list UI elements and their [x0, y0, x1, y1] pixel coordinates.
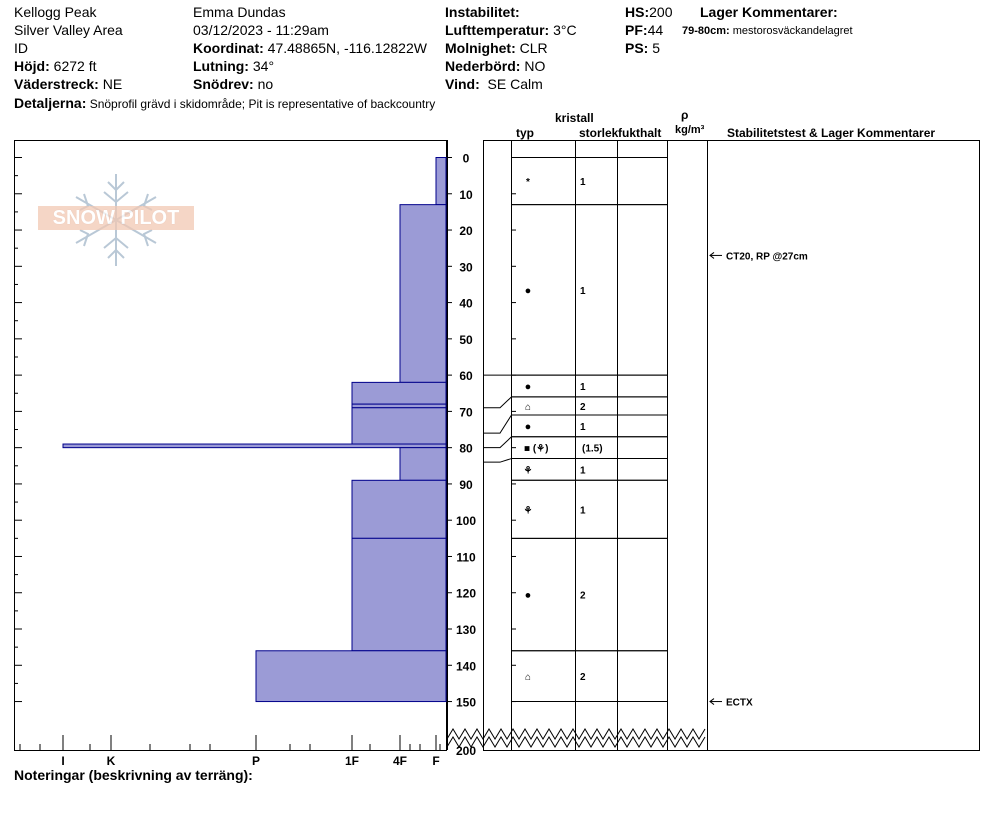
- hardness-label-K: K: [107, 754, 116, 768]
- depth-label-130: 130: [456, 623, 476, 637]
- crystal-size-9: 2: [580, 672, 586, 683]
- crystal-type-faceted: ⌂: [525, 402, 531, 413]
- datetime: 03/12/2023 - 11:29am: [193, 22, 329, 38]
- crystal-type-rounded: ●: [525, 381, 532, 393]
- observer: Emma Dundas: [193, 4, 286, 20]
- air-temperature: Lufttemperatur: 3°C: [445, 22, 577, 38]
- hardness-bar-0: [435, 157, 447, 206]
- depth-label-150: 150: [456, 696, 476, 710]
- layer-comments-label: Lager Kommentarer:: [700, 4, 838, 20]
- hardness-bar-3: [351, 403, 447, 409]
- crystal-size-8: 2: [580, 591, 586, 602]
- sky: Molnighet: CLR: [445, 40, 548, 56]
- crystal-size-5: (1.5): [582, 444, 603, 455]
- pf: PF:44: [625, 22, 664, 38]
- area: Silver Valley Area: [14, 22, 123, 38]
- crystal-size-0: 1: [580, 177, 586, 188]
- crystal-type-melt-form: ■ (⚘): [524, 444, 548, 455]
- aspect: Väderstreck: NE: [14, 76, 123, 92]
- layer-connector-2: [483, 414, 512, 434]
- crystal-type-surface-hoar: ⚘: [524, 465, 533, 476]
- hardness-label-P: P: [252, 754, 260, 768]
- depth-label-120: 120: [456, 587, 476, 601]
- ps: PS: 5: [625, 40, 661, 56]
- depth-label-50: 50: [459, 333, 473, 347]
- crystal-size-4: 1: [580, 422, 586, 433]
- axis-break-0: [446, 728, 706, 740]
- layer-table-frame: [483, 140, 980, 751]
- stability-test-1: ECTX: [726, 698, 753, 709]
- slope: Lutning: 34°: [193, 58, 275, 74]
- depth-label-70: 70: [459, 405, 473, 419]
- column-density-unit: kg/m³: [675, 124, 705, 136]
- crystal-size-2: 1: [580, 382, 586, 393]
- depth-label-140: 140: [456, 659, 476, 673]
- layer-comment: 79-80cm: mestorosväckandelagret: [682, 25, 853, 37]
- depth-label-10: 10: [459, 188, 473, 202]
- column-size: storlek: [579, 126, 619, 140]
- stability-test-0: CT20, RP @27cm: [726, 251, 808, 262]
- axis-break-1: [446, 736, 706, 748]
- crystal-type-surface-hoar: ⚘: [524, 505, 533, 516]
- crystal-type-new-snow: *: [526, 177, 530, 188]
- precipitation: Nederbörd: NO: [445, 58, 546, 74]
- depth-label-40: 40: [459, 297, 473, 311]
- column-crystal: kristall: [555, 111, 594, 125]
- depth-label-20: 20: [459, 224, 473, 238]
- id-label: ID: [14, 40, 28, 56]
- location: Kellogg Peak: [14, 4, 97, 20]
- depth-label-30: 30: [459, 260, 473, 274]
- layer-connector-1: [483, 396, 512, 409]
- crystal-size-3: 2: [580, 402, 586, 413]
- layer-connector-3: [483, 436, 512, 449]
- crystal-size-7: 1: [580, 505, 586, 516]
- crystal-size-6: 1: [580, 465, 586, 476]
- depth-label-80: 80: [459, 442, 473, 456]
- layer-connector-4: [483, 458, 512, 463]
- crystal-type-rounded: ●: [525, 590, 532, 602]
- depth-label-110: 110: [456, 550, 476, 564]
- hardness-bar-8: [351, 537, 447, 652]
- wind-drift: Snödrev: no: [193, 76, 274, 92]
- depth-label-100: 100: [456, 514, 476, 528]
- hs: HS:200: [625, 4, 673, 20]
- notes-label: Noteringar (beskrivning av terräng):: [14, 767, 253, 783]
- hardness-label-4F: 4F: [393, 754, 407, 768]
- crystal-type-rounded: ●: [525, 421, 532, 433]
- crystal-size-1: 1: [580, 286, 586, 297]
- test-arrowhead-1: [709, 698, 715, 705]
- test-arrowhead-0: [709, 252, 715, 259]
- crystal-type-faceted: ⌂: [525, 672, 531, 683]
- column-rho: ρ: [681, 108, 689, 122]
- depth-label-60: 60: [459, 369, 473, 383]
- instability-label: Instabilitet:: [445, 4, 520, 20]
- hardness-bar-2: [351, 381, 447, 405]
- hardness-bar-9: [255, 650, 447, 703]
- depth-label-90: 90: [459, 478, 473, 492]
- column-moisture: fukthalt: [618, 126, 662, 140]
- hardness-label-F: F: [432, 754, 439, 768]
- hardness-bar-6: [399, 447, 447, 481]
- hardness-label-I: I: [61, 754, 64, 768]
- column-stability: Stabilitetstest & Lager Kommentarer: [727, 126, 936, 140]
- coordinates: Koordinat: 47.48865N, -116.12822W: [193, 40, 427, 56]
- wind: Vind: SE Calm: [445, 76, 543, 92]
- hardness-bar-4: [351, 407, 447, 445]
- column-type: typ: [516, 126, 534, 140]
- hardness-label-1F: 1F: [345, 754, 359, 768]
- hardness-bar-5: [62, 443, 447, 449]
- hardness-bar-1: [399, 204, 447, 383]
- details: Detaljerna: Snöprofil grävd i skidområde…: [14, 95, 436, 111]
- crystal-type-rounded: ●: [525, 285, 532, 297]
- depth-label-0: 0: [463, 152, 470, 166]
- elevation: Höjd: 6272 ft: [14, 58, 97, 74]
- hardness-bar-7: [351, 479, 447, 539]
- snowpilot-logo: SNOW PILOT: [38, 206, 194, 230]
